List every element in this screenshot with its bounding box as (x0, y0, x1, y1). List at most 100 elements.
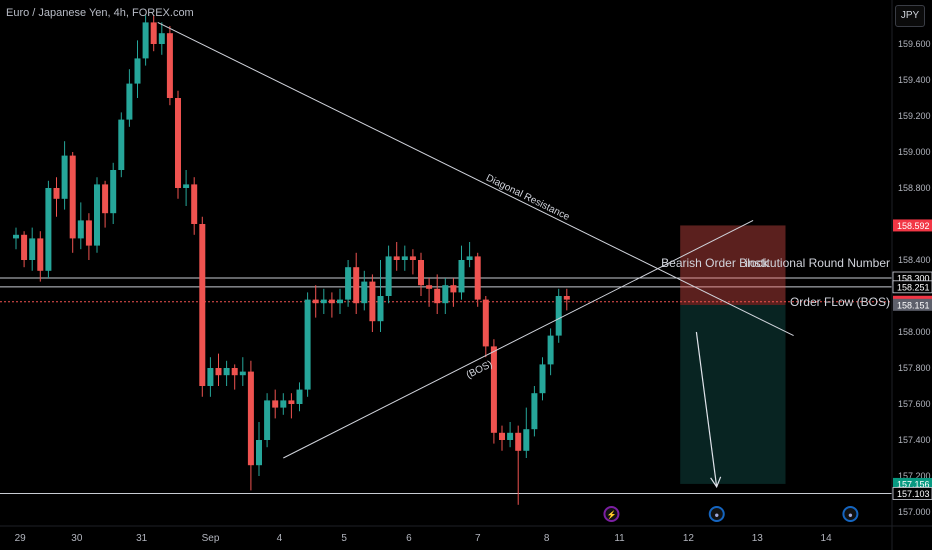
currency-button[interactable]: JPY (895, 5, 925, 27)
candle-body (239, 371, 246, 376)
x-tick-label: Sep (202, 533, 220, 544)
candle-body (507, 432, 514, 440)
y-tick-label: 158.000 (898, 327, 931, 337)
candle-body (264, 400, 271, 440)
y-tick-label: 159.600 (898, 39, 931, 49)
candle-body (13, 234, 19, 239)
candle-body (458, 260, 465, 293)
x-tick-label: 4 (277, 533, 283, 544)
candle-body (409, 256, 416, 260)
order-flow-label: Order FLow (BOS) (790, 295, 890, 309)
x-tick-label: 7 (475, 533, 481, 544)
event-marker-icon (603, 506, 620, 522)
price-label-text: 158.151 (897, 300, 930, 310)
candle-body (320, 299, 327, 304)
candle-body (296, 389, 303, 404)
x-tick-label: 29 (15, 533, 27, 544)
event-marker-glyph: ● (848, 511, 853, 520)
candle-body (247, 371, 254, 466)
take-profit-zone (680, 305, 786, 484)
candle-body (450, 285, 457, 293)
candle-body (328, 299, 335, 304)
candle-body (223, 368, 230, 376)
candle-body (231, 368, 238, 376)
candle-body (102, 184, 109, 214)
candle-body (288, 400, 295, 404)
candle-body (142, 22, 149, 59)
candle-body (191, 184, 198, 224)
stop-loss-zone (680, 225, 786, 305)
projection-arrow-line (695, 331, 718, 487)
event-marker-icon (842, 506, 859, 522)
candle-body (353, 267, 360, 304)
candle-body (304, 299, 311, 390)
candle-body (466, 256, 473, 260)
candle-body (69, 155, 76, 239)
projection-arrow-head (710, 476, 722, 489)
price-label-text: 158.251 (897, 282, 930, 292)
x-tick-label: 8 (544, 533, 550, 544)
x-tick-label: 11 (614, 533, 625, 544)
candle-body (369, 281, 376, 322)
candle-body (418, 260, 424, 286)
y-tick-label: 159.000 (898, 147, 931, 157)
candle-body (150, 22, 157, 44)
candle-body (555, 296, 562, 336)
candle-body (337, 299, 343, 304)
x-tick-label: 31 (136, 533, 148, 544)
y-tick-label: 157.800 (898, 363, 931, 373)
candle-body (29, 238, 36, 260)
price-label-box (892, 487, 932, 500)
candle-body (426, 285, 433, 289)
candle-body (531, 393, 538, 430)
candle-body (490, 346, 497, 433)
bos-trend-line (283, 219, 754, 459)
candle-body (45, 188, 52, 271)
event-marker-glyph: ⚡ (606, 510, 616, 520)
y-tick-label: 157.000 (898, 507, 931, 517)
candle-body (474, 256, 481, 300)
candle-body (158, 33, 165, 44)
y-tick-label: 159.400 (898, 75, 931, 85)
candle-body (53, 188, 60, 199)
y-tick-label: 158.800 (898, 183, 931, 193)
x-tick-label: 13 (752, 533, 764, 544)
candle-body (345, 267, 352, 300)
candle-body (272, 400, 279, 408)
candle-body (377, 296, 384, 322)
candle-body (61, 155, 68, 199)
price-label-box (893, 219, 932, 232)
event-marker-icon (708, 506, 725, 522)
candle-body (547, 335, 554, 365)
diagonal-resistance-line (157, 21, 794, 337)
candle-body (523, 429, 530, 451)
price-label-text: 158.592 (897, 221, 930, 231)
y-tick-label: 159.200 (898, 111, 931, 121)
candle-body (134, 58, 141, 84)
candle-body (482, 299, 489, 347)
candle-body (37, 238, 44, 271)
y-tick-label: 157.200 (898, 471, 931, 481)
candle-body (166, 33, 173, 99)
x-tick-label: 12 (683, 533, 695, 544)
x-tick-label: 30 (71, 533, 83, 544)
candle-body (21, 234, 28, 260)
candle-body (385, 256, 392, 296)
candle-body (94, 184, 100, 246)
candle-body (401, 256, 408, 260)
candle-body (207, 368, 214, 386)
candle-body (110, 170, 117, 214)
price-label-text: 157.156 (897, 479, 930, 489)
price-label-box (893, 477, 932, 490)
candle-body (175, 98, 181, 188)
x-tick-label: 6 (406, 533, 412, 544)
y-tick-label: 158.400 (898, 255, 931, 265)
candle-body (563, 296, 570, 300)
x-tick-label: 14 (821, 533, 833, 544)
candle-body (126, 83, 133, 120)
y-tick-label: 157.400 (898, 435, 931, 445)
event-marker-glyph: ● (714, 511, 719, 520)
